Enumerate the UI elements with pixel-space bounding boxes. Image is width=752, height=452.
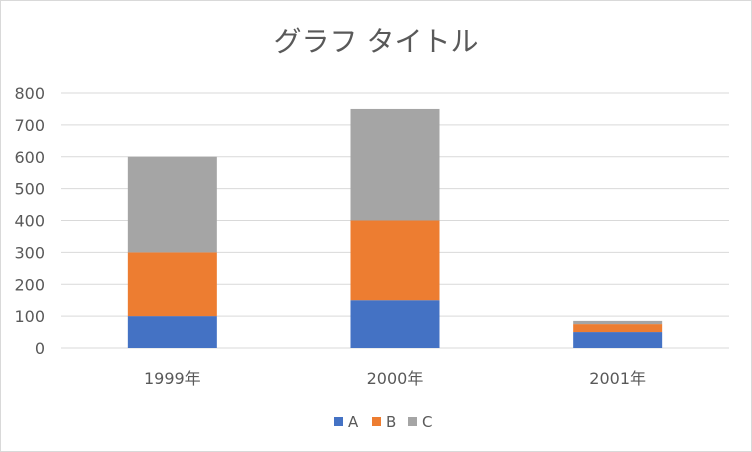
bar-b-2 (573, 324, 663, 333)
bar-a-0 (127, 316, 217, 348)
y-tick-label: 400 (14, 212, 45, 231)
y-tick-label: 800 (14, 84, 45, 103)
legend-label-c: C (422, 413, 432, 431)
bar-a-1 (350, 300, 440, 348)
x-category-label: 1999年 (144, 369, 201, 388)
y-axis-tick-labels: 0 100 200 300 400 500 600 700 800 (14, 84, 45, 358)
x-category-label: 2000年 (367, 369, 424, 388)
x-category-label: 2001年 (589, 369, 646, 388)
bar-c-2 (573, 320, 663, 325)
y-tick-label: 500 (14, 180, 45, 199)
y-tick-label: 300 (14, 243, 45, 262)
y-tick-label: 0 (35, 339, 45, 358)
chart-title: グラフ タイトル (274, 25, 479, 58)
bar-b-0 (127, 252, 217, 317)
bar-c-0 (127, 156, 217, 253)
legend: A B C (334, 413, 432, 431)
y-tick-label: 700 (14, 116, 45, 135)
legend-label-b: B (386, 413, 396, 431)
legend-label-a: A (348, 413, 359, 431)
y-tick-label: 600 (14, 148, 45, 167)
bar-b-1 (350, 220, 440, 301)
bar-a-2 (573, 332, 663, 348)
y-tick-label: 200 (14, 275, 45, 294)
x-axis-category-labels: 1999年 2000年 2001年 (144, 369, 646, 388)
bar-c-1 (350, 108, 440, 221)
legend-swatch-a (334, 417, 343, 426)
y-tick-label: 100 (14, 307, 45, 326)
legend-swatch-c (408, 417, 417, 426)
legend-swatch-b (372, 417, 381, 426)
bars (127, 108, 663, 348)
